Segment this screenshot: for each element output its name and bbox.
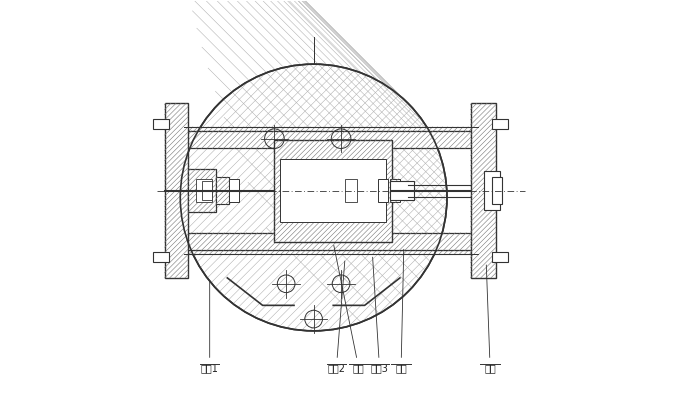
Text: 导杆: 导杆	[395, 249, 407, 373]
Bar	[492, 119, 508, 129]
Bar	[492, 177, 502, 204]
Bar	[196, 179, 212, 202]
Bar	[168, 131, 494, 149]
Bar	[188, 169, 215, 212]
Bar	[345, 179, 357, 202]
Bar	[275, 140, 392, 242]
Bar	[280, 159, 386, 222]
Bar	[484, 171, 500, 210]
Bar	[390, 181, 413, 200]
Text: 活塞1: 活塞1	[201, 281, 219, 373]
Bar	[492, 252, 508, 262]
Bar	[471, 103, 496, 278]
Bar	[229, 179, 239, 202]
Bar	[378, 179, 388, 202]
Bar	[152, 119, 168, 129]
Bar	[202, 181, 212, 200]
Text: 泵体: 泵体	[334, 245, 364, 373]
Bar	[215, 177, 229, 204]
Bar	[165, 103, 188, 278]
Bar	[152, 252, 168, 262]
Text: 活塞2: 活塞2	[327, 261, 346, 373]
Text: 滑叉: 滑叉	[484, 265, 496, 373]
Bar	[390, 179, 400, 202]
Bar	[168, 233, 494, 250]
Bar	[337, 169, 364, 212]
Bar	[168, 127, 494, 131]
Bar	[364, 177, 380, 204]
Text: 排杆3: 排杆3	[371, 257, 388, 373]
Circle shape	[180, 64, 447, 331]
Bar	[168, 250, 494, 254]
